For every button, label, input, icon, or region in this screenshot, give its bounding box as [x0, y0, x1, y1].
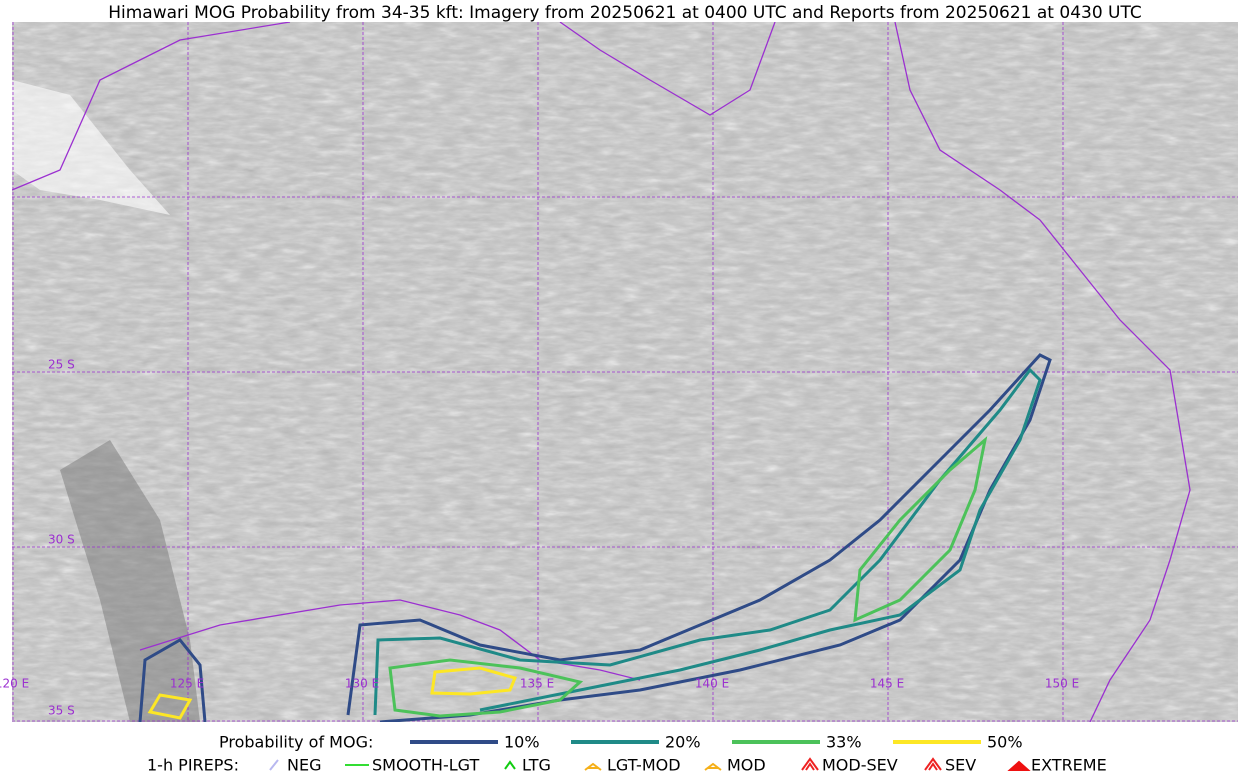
legend-label: LTG — [522, 756, 551, 775]
legend-title: 1-h PIREPS: — [147, 756, 239, 775]
lon-label: 130 E — [345, 677, 379, 691]
legend-symbol — [704, 762, 722, 771]
lon-label: 150 E — [1045, 677, 1079, 691]
legend-label: 10% — [504, 733, 540, 752]
lat-label: 25 S — [48, 358, 75, 372]
title: Himawari MOG Probability from 34-35 kft:… — [108, 3, 1142, 23]
legend-label: 33% — [826, 733, 862, 752]
legend-symbol — [584, 762, 602, 771]
graticule — [12, 22, 1238, 722]
lat-label: 30 S — [48, 533, 75, 547]
legend-label: NEG — [287, 756, 321, 775]
lon-label: 140 E — [695, 677, 729, 691]
legend-symbol — [269, 759, 279, 771]
legend: Probability of MOG: 10% 20% 33% 50% 1-h PIREP… — [147, 733, 1107, 775]
legend-label: LGT-MOD — [607, 756, 681, 775]
lon-label: 145 E — [870, 677, 904, 691]
lon-label: 120 E — [0, 677, 29, 691]
cloud — [12, 80, 170, 215]
legend-symbol — [504, 760, 516, 770]
legend-label: 20% — [665, 733, 701, 752]
mog-contours — [138, 353, 1052, 722]
legend-label: MOD — [727, 756, 766, 775]
legend-symbol — [1007, 760, 1031, 771]
legend-label: SMOOTH-LGT — [372, 756, 479, 775]
cloud — [60, 440, 200, 722]
legend-title: Probability of MOG: — [219, 733, 373, 752]
axis-labels: 25 S 30 S 35 S 120 E 125 E 130 E 135 E 140 E 145… — [0, 358, 1079, 718]
coastline — [12, 22, 1191, 722]
lon-label: 125 E — [170, 677, 204, 691]
map — [12, 22, 1238, 722]
lon-label: 135 E — [520, 677, 554, 691]
legend-symbol — [924, 757, 942, 771]
legend-label: 50% — [987, 733, 1023, 752]
legend-label: SEV — [945, 756, 976, 775]
legend-label: MOD-SEV — [822, 756, 898, 775]
legend-label: EXTREME — [1031, 756, 1107, 775]
legend-symbol — [801, 757, 819, 771]
lat-label: 35 S — [48, 704, 75, 718]
